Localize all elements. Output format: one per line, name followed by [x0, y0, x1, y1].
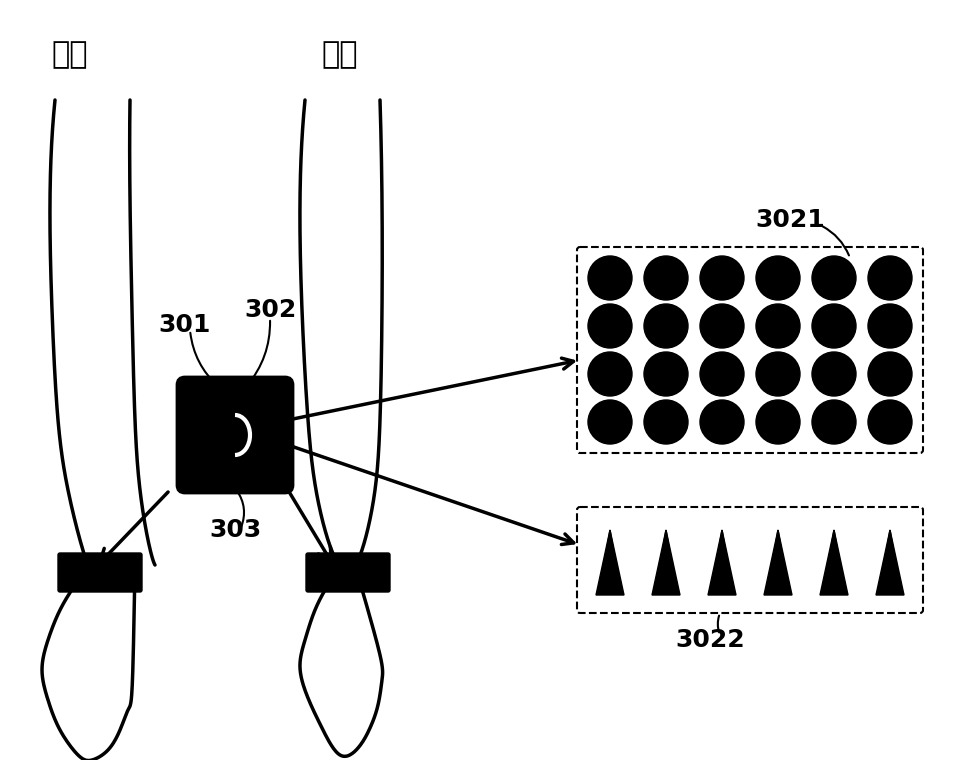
Polygon shape	[827, 530, 841, 569]
Text: 右臂: 右臂	[51, 40, 88, 69]
Circle shape	[812, 400, 856, 444]
Polygon shape	[596, 530, 624, 595]
Polygon shape	[652, 530, 680, 595]
Polygon shape	[764, 530, 792, 595]
Circle shape	[868, 352, 912, 396]
Text: 3021: 3021	[755, 208, 825, 232]
Polygon shape	[876, 530, 904, 595]
Text: 301: 301	[159, 313, 211, 337]
Circle shape	[700, 304, 744, 348]
Polygon shape	[771, 530, 785, 569]
Polygon shape	[603, 530, 617, 569]
Polygon shape	[820, 530, 848, 595]
Circle shape	[700, 256, 744, 300]
Polygon shape	[659, 530, 673, 569]
Circle shape	[756, 256, 800, 300]
Circle shape	[756, 400, 800, 444]
Text: 左臂: 左臂	[321, 40, 358, 69]
Circle shape	[644, 352, 688, 396]
Polygon shape	[715, 530, 729, 569]
FancyBboxPatch shape	[58, 553, 142, 592]
Circle shape	[588, 256, 632, 300]
Circle shape	[868, 304, 912, 348]
FancyBboxPatch shape	[177, 377, 293, 493]
Circle shape	[812, 256, 856, 300]
FancyBboxPatch shape	[306, 553, 390, 592]
Circle shape	[756, 304, 800, 348]
Polygon shape	[708, 530, 736, 595]
Circle shape	[868, 400, 912, 444]
Text: 302: 302	[244, 298, 296, 322]
Circle shape	[700, 400, 744, 444]
Circle shape	[588, 352, 632, 396]
Text: 303: 303	[209, 518, 261, 542]
Circle shape	[756, 352, 800, 396]
Polygon shape	[883, 530, 897, 569]
Circle shape	[644, 256, 688, 300]
Circle shape	[700, 352, 744, 396]
Circle shape	[812, 352, 856, 396]
Circle shape	[644, 400, 688, 444]
Circle shape	[588, 304, 632, 348]
Circle shape	[868, 256, 912, 300]
Circle shape	[812, 304, 856, 348]
Circle shape	[588, 400, 632, 444]
Circle shape	[644, 304, 688, 348]
FancyBboxPatch shape	[577, 247, 923, 453]
FancyBboxPatch shape	[577, 507, 923, 613]
Text: 3022: 3022	[675, 628, 745, 652]
